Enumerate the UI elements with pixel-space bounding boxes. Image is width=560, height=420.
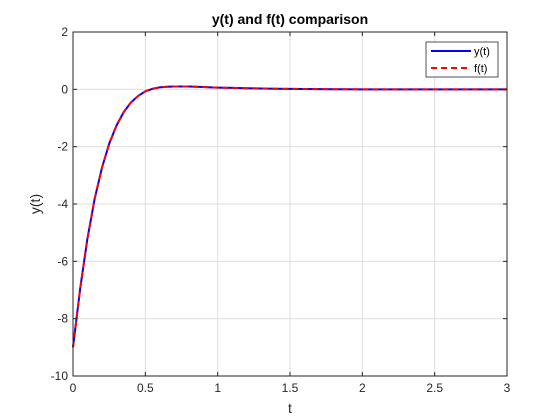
y-tick-label: -10: [51, 369, 69, 383]
x-tick-label: 1.5: [282, 381, 299, 395]
chart-title: y(t) and f(t) comparison: [212, 11, 368, 27]
x-tick-label: 3: [504, 381, 511, 395]
y-tick-label: -2: [57, 140, 68, 154]
x-tick-label: 0: [70, 381, 77, 395]
legend-label-f: f(t): [474, 63, 487, 75]
legend-box: [425, 41, 499, 78]
y-axis-label: y(t): [27, 194, 43, 214]
y-tick-label: -6: [57, 254, 68, 268]
legend-label-y: y(t): [474, 46, 490, 58]
y-tick-label: -8: [57, 312, 68, 326]
x-tick-label: 2: [359, 381, 366, 395]
legend: y(t) f(t): [425, 41, 499, 78]
y-tick-label: 0: [61, 82, 68, 96]
x-axis-ticks: 0 0.5 1 1.5 2 2.5 3: [70, 32, 511, 395]
y-tick-label: -4: [57, 197, 68, 211]
series-line-f: [72, 85, 507, 348]
x-axis-label: t: [288, 400, 292, 416]
y-axis-ticks: -10 -8 -6 -4 -2 0 2: [51, 25, 507, 383]
x-tick-label: 1: [214, 381, 221, 395]
y-tick-label: 2: [61, 25, 68, 39]
series-layer: [72, 85, 507, 348]
x-tick-label: 0.5: [137, 381, 154, 395]
x-tick-label: 2.5: [426, 381, 443, 395]
